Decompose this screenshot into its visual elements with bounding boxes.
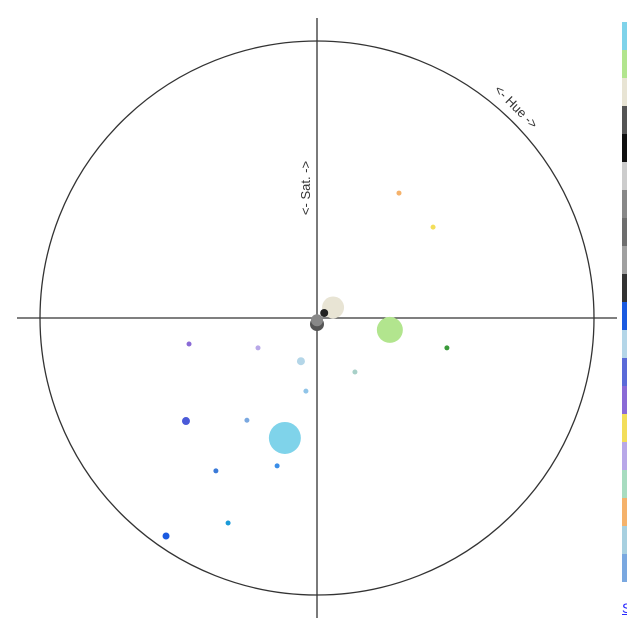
color-swatch (622, 414, 627, 442)
color-swatch (622, 106, 627, 134)
swatch-link[interactable]: S (622, 600, 627, 616)
color-swatch (622, 302, 627, 330)
color-swatch (622, 274, 627, 302)
hue-axis-label: <- Hue -> (491, 82, 540, 131)
scatter-point-pt-11 (255, 345, 261, 351)
sat-axis-label: <- Sat. -> (298, 161, 313, 215)
scatter-point-pt-7 (430, 224, 436, 230)
scatter-point-pt-19 (225, 520, 231, 526)
scatter-point-pt-20 (162, 532, 170, 540)
scatter-point-pt-8 (444, 345, 450, 351)
scatter-point-pt-6 (396, 190, 402, 196)
color-swatch (622, 526, 627, 554)
color-swatch (622, 134, 627, 162)
scatter-point-pt-2 (320, 309, 329, 318)
color-swatch (622, 246, 627, 274)
color-swatch (622, 50, 627, 78)
scatter-point-pt-10 (186, 341, 192, 347)
scatter-point-pt-4 (311, 314, 323, 327)
color-swatch-strip (622, 22, 627, 582)
color-swatch (622, 470, 627, 498)
color-swatch (622, 442, 627, 470)
color-swatch (622, 78, 627, 106)
scatter-point-pt-17 (274, 463, 280, 469)
scatter-point-pt-18 (213, 468, 219, 474)
color-swatch (622, 554, 627, 582)
color-swatch (622, 498, 627, 526)
scatter-point-pt-14 (181, 417, 190, 426)
color-swatch (622, 330, 627, 358)
scatter-point-pt-9 (352, 369, 358, 375)
scatter-point-pt-15 (244, 417, 250, 423)
color-swatch (622, 162, 627, 190)
color-swatch (622, 358, 627, 386)
color-swatch (622, 22, 627, 50)
color-swatch (622, 386, 627, 414)
scatter-point-pt-16 (268, 421, 301, 454)
scatter-point-pt-5 (376, 316, 403, 343)
scatter-point-pt-13 (303, 388, 309, 394)
color-swatch (622, 218, 627, 246)
scatter-point-pt-12 (296, 357, 305, 366)
color-swatch (622, 190, 627, 218)
data-points (162, 190, 450, 540)
